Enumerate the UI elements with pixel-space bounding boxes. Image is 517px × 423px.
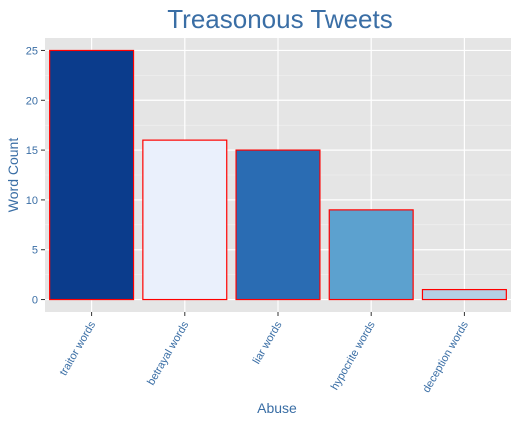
y-tick-label: 20 bbox=[26, 95, 38, 107]
y-tick-label: 15 bbox=[26, 145, 38, 157]
y-tick-label: 5 bbox=[32, 245, 38, 257]
x-tick-label: deception words bbox=[421, 319, 472, 395]
y-axis: 0 5 10 15 20 25 bbox=[26, 45, 45, 307]
chart-title: Treasonous Tweets bbox=[167, 4, 392, 34]
bar bbox=[49, 49, 135, 301]
x-tick-label: hypocrite words bbox=[329, 319, 378, 392]
bar bbox=[421, 288, 507, 301]
y-tick-label: 25 bbox=[26, 45, 38, 57]
bar bbox=[142, 139, 228, 301]
y-tick-label: 0 bbox=[32, 295, 38, 307]
x-axis-title: Abuse bbox=[257, 400, 297, 416]
bars-group bbox=[49, 49, 507, 301]
bar bbox=[235, 149, 321, 301]
x-tick-label: traitor words bbox=[58, 319, 99, 378]
x-tick-label: betrayal words bbox=[145, 319, 191, 387]
bar bbox=[328, 209, 414, 301]
y-axis-title: Word Count bbox=[5, 138, 21, 213]
x-axis: traitor words betrayal words liar words hyp… bbox=[58, 312, 472, 395]
y-tick-label: 10 bbox=[26, 195, 38, 207]
x-tick-label: liar words bbox=[251, 319, 285, 366]
